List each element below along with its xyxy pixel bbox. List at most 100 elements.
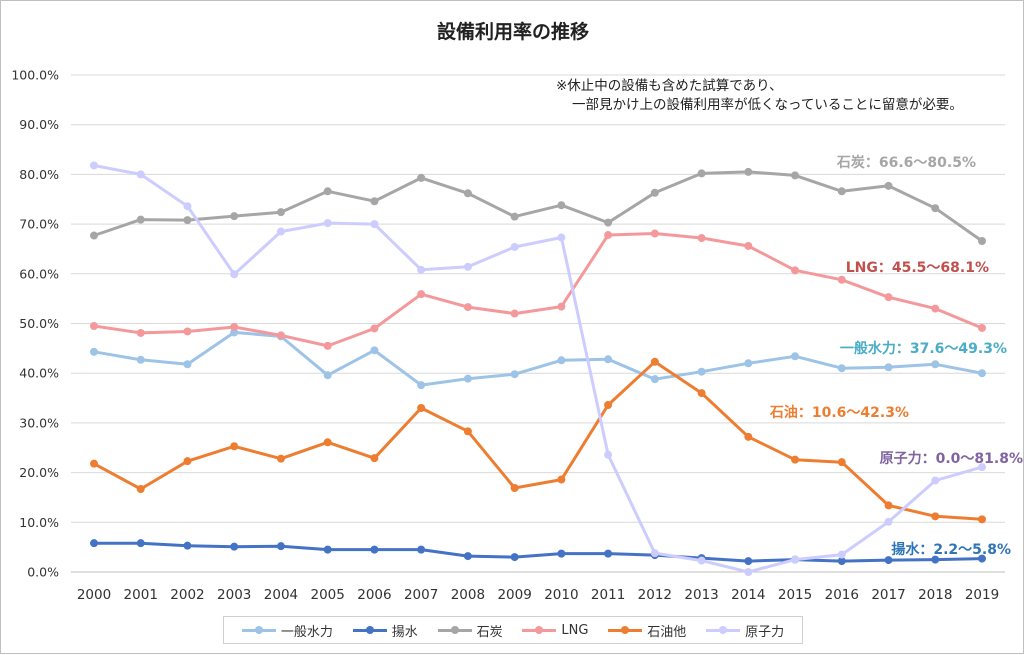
x-tick-label: 2002 xyxy=(170,587,204,603)
data-point xyxy=(978,323,986,332)
data-point xyxy=(90,347,98,356)
data-point xyxy=(604,450,613,459)
data-point xyxy=(884,517,893,526)
data-point xyxy=(837,364,846,373)
y-tick-label: 0.0% xyxy=(27,565,59,580)
x-tick-label: 2001 xyxy=(124,587,158,603)
legend-item: 一般水力 xyxy=(241,621,333,640)
data-point xyxy=(978,515,986,524)
data-point xyxy=(136,539,145,548)
data-point xyxy=(136,170,145,179)
series-4 xyxy=(90,229,986,350)
data-point xyxy=(791,266,800,275)
data-point xyxy=(791,455,800,464)
annotation-label: 石油：10.6～42.3% xyxy=(769,404,909,421)
y-tick-label: 30.0% xyxy=(19,415,59,430)
data-point xyxy=(837,275,846,284)
data-point xyxy=(837,187,846,196)
data-point xyxy=(604,355,613,364)
x-tick-label: 2003 xyxy=(217,587,251,603)
chart-title: 設備利用率の推移 xyxy=(436,21,589,43)
data-point xyxy=(931,476,940,485)
series-line xyxy=(93,164,983,574)
data-point xyxy=(370,545,379,554)
data-point xyxy=(650,357,659,366)
data-point xyxy=(884,501,893,510)
data-point xyxy=(463,374,472,383)
data-point xyxy=(183,216,192,225)
data-point xyxy=(183,541,192,550)
x-tick-label: 2012 xyxy=(638,587,672,603)
data-point xyxy=(417,403,426,412)
data-point xyxy=(837,458,846,467)
x-tick-label: 2015 xyxy=(778,587,812,603)
data-point xyxy=(183,202,192,211)
data-point xyxy=(744,432,753,441)
y-tick-label: 20.0% xyxy=(19,465,59,480)
data-point xyxy=(417,173,426,182)
data-point xyxy=(884,556,893,565)
data-point xyxy=(417,381,426,390)
data-point xyxy=(276,208,285,217)
data-point xyxy=(837,557,846,566)
data-point xyxy=(557,233,566,242)
series-2 xyxy=(90,539,986,566)
x-tick-label: 2018 xyxy=(918,587,952,603)
data-point xyxy=(604,231,613,240)
data-point xyxy=(791,352,800,361)
data-point xyxy=(230,328,239,337)
legend-label: 一般水力 xyxy=(280,624,333,640)
data-point xyxy=(230,542,239,551)
data-point xyxy=(557,302,566,311)
series-line xyxy=(93,360,983,521)
data-point xyxy=(323,341,332,350)
x-tick-label: 2017 xyxy=(871,587,905,603)
data-point xyxy=(884,181,893,190)
data-point xyxy=(90,321,98,330)
data-point xyxy=(744,167,753,176)
annotation-label: 一般水力：37.6～49.3% xyxy=(840,340,1007,357)
data-point xyxy=(323,219,332,228)
data-point xyxy=(697,556,706,565)
data-point xyxy=(370,454,379,463)
data-point xyxy=(417,265,426,274)
data-point xyxy=(370,346,379,355)
x-tick-label: 2000 xyxy=(77,587,111,603)
data-point xyxy=(370,324,379,333)
data-point xyxy=(557,549,566,558)
series-line xyxy=(93,232,983,348)
series-3 xyxy=(90,167,986,245)
data-point xyxy=(837,550,846,559)
data-point xyxy=(230,212,239,221)
x-tick-label: 2010 xyxy=(544,587,578,603)
x-tick-label: 2009 xyxy=(497,587,531,603)
data-point xyxy=(90,539,98,548)
data-point xyxy=(884,293,893,302)
data-point xyxy=(276,542,285,551)
data-point xyxy=(230,442,239,451)
data-point xyxy=(978,369,986,378)
x-tick-label: 2005 xyxy=(311,587,345,603)
x-tick-label: 2007 xyxy=(404,587,438,603)
data-point xyxy=(650,229,659,238)
series-line xyxy=(94,541,983,563)
data-point xyxy=(931,512,940,521)
data-point xyxy=(744,241,753,250)
x-tick-label: 2014 xyxy=(731,587,765,603)
legend-label: 石油他 xyxy=(647,624,687,640)
x-tick-label: 2019 xyxy=(965,587,999,603)
data-point xyxy=(978,236,986,245)
y-tick-label: 80.0% xyxy=(19,167,59,182)
chart-note: ※休止中の設備も含めた試算であり、 一部見かけ上の設備利用率が低くなっていること… xyxy=(556,77,963,115)
y-tick-label: 40.0% xyxy=(19,366,59,381)
data-point xyxy=(230,322,239,331)
x-tick-label: 2006 xyxy=(357,587,391,603)
data-point xyxy=(557,475,566,484)
legend-swatch xyxy=(706,624,741,636)
annotation-label: 石炭：66.6～80.5% xyxy=(836,154,976,171)
chart-legend: 一般水力 揚水 石炭 LNG 石油他 原子力 xyxy=(223,616,803,644)
data-point xyxy=(323,545,332,554)
data-point xyxy=(136,485,145,494)
data-point xyxy=(463,427,472,436)
